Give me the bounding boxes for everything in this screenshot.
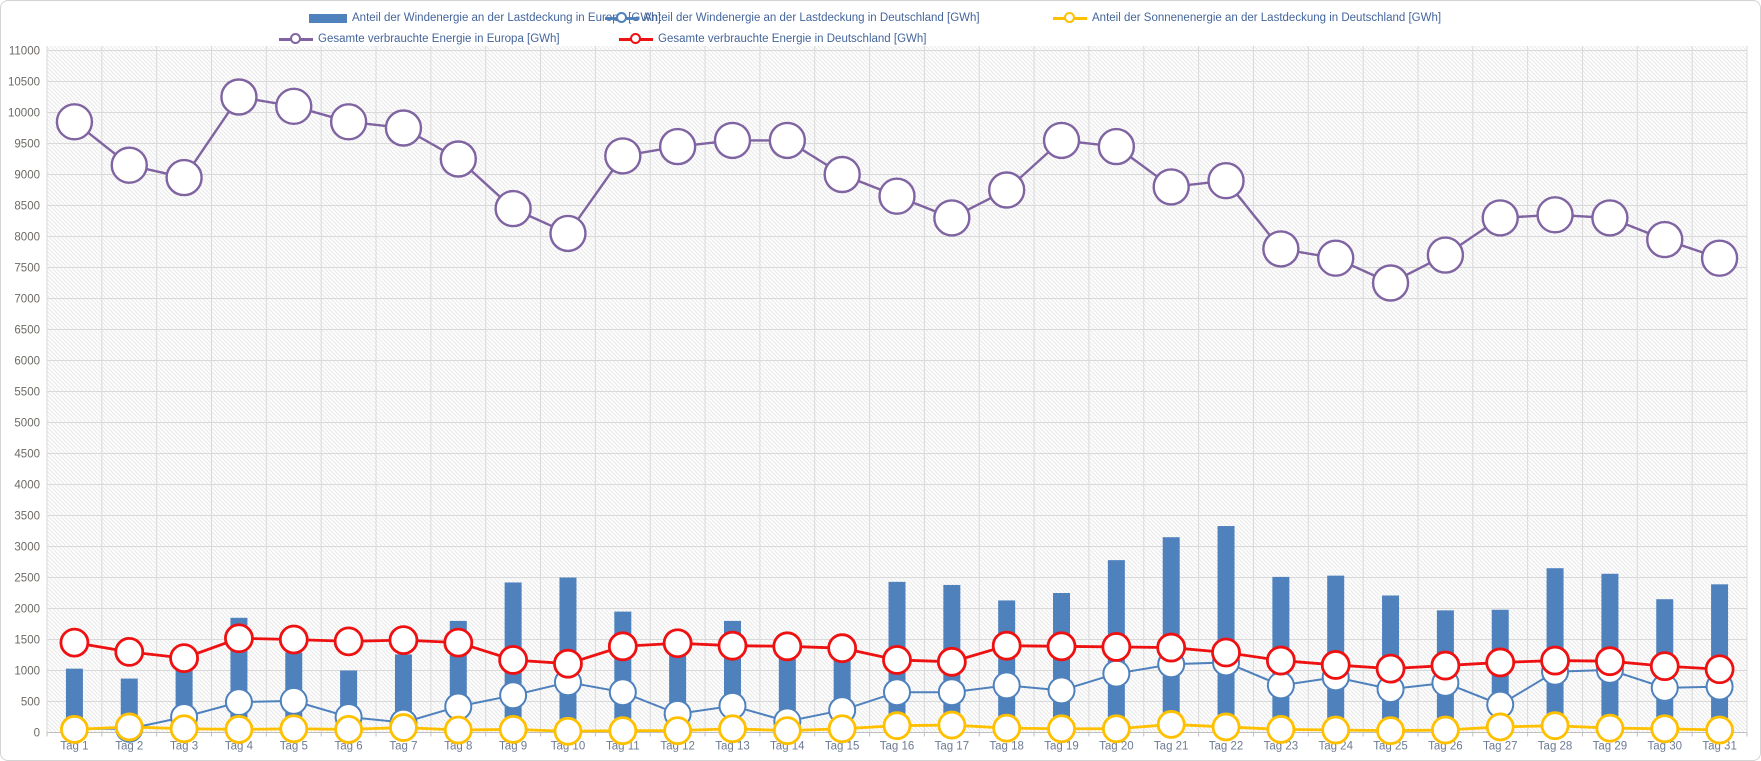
- legend-item-sonne-deutschland[interactable]: Anteil der Sonnenenergie an der Lastdeck…: [1053, 12, 1441, 24]
- svg-text:Tag 23: Tag 23: [1264, 741, 1299, 753]
- svg-text:Tag 19: Tag 19: [1044, 741, 1079, 753]
- svg-text:Tag 2: Tag 2: [115, 741, 143, 753]
- svg-text:1500: 1500: [14, 635, 40, 647]
- svg-text:5500: 5500: [14, 387, 40, 399]
- svg-text:Tag 3: Tag 3: [170, 741, 198, 753]
- svg-text:Tag 20: Tag 20: [1099, 741, 1134, 753]
- legend-label: Anteil der Windenergie an der Lastdeckun…: [352, 12, 661, 24]
- svg-text:Tag 28: Tag 28: [1538, 741, 1573, 753]
- svg-text:Tag 7: Tag 7: [389, 741, 417, 753]
- svg-text:2000: 2000: [14, 604, 40, 616]
- svg-text:10500: 10500: [8, 77, 40, 89]
- svg-text:Tag 17: Tag 17: [935, 741, 970, 753]
- svg-text:Tag 10: Tag 10: [551, 741, 586, 753]
- svg-text:Tag 6: Tag 6: [335, 741, 363, 753]
- svg-text:1000: 1000: [14, 666, 40, 678]
- legend-label: Anteil der Windenergie an der Lastdeckun…: [644, 12, 980, 24]
- svg-text:Tag 18: Tag 18: [989, 741, 1024, 753]
- svg-text:7000: 7000: [14, 294, 40, 306]
- svg-text:Tag 22: Tag 22: [1209, 741, 1244, 753]
- svg-text:Tag 4: Tag 4: [225, 741, 254, 753]
- legend-line-marker-icon: [279, 33, 313, 45]
- svg-text:8500: 8500: [14, 201, 40, 213]
- svg-text:Tag 9: Tag 9: [499, 741, 527, 753]
- svg-text:Tag 1: Tag 1: [60, 741, 88, 753]
- svg-text:Tag 16: Tag 16: [880, 741, 915, 753]
- legend-line-marker-icon: [619, 33, 653, 45]
- svg-text:6500: 6500: [14, 325, 40, 337]
- legend-item-gesamt-europa[interactable]: Gesamte verbrauchte Energie in Europa [G…: [279, 33, 560, 45]
- svg-text:Tag 29: Tag 29: [1593, 741, 1628, 753]
- legend-label: Gesamte verbrauchte Energie in Europa [G…: [318, 33, 560, 45]
- svg-text:Tag 25: Tag 25: [1373, 741, 1408, 753]
- svg-text:7500: 7500: [14, 263, 40, 275]
- svg-text:0: 0: [34, 728, 40, 740]
- svg-text:Tag 5: Tag 5: [280, 741, 308, 753]
- svg-text:3500: 3500: [14, 511, 40, 523]
- svg-text:11000: 11000: [9, 46, 40, 58]
- svg-text:Tag 26: Tag 26: [1428, 741, 1463, 753]
- svg-text:Tag 27: Tag 27: [1483, 741, 1518, 753]
- legend-label: Anteil der Sonnenenergie an der Lastdeck…: [1092, 12, 1442, 24]
- svg-text:3000: 3000: [14, 542, 40, 554]
- svg-text:6000: 6000: [14, 356, 40, 368]
- legend-label: Gesamte verbrauchte Energie in Deutschla…: [658, 33, 927, 45]
- legend-line-marker-icon: [1053, 12, 1087, 24]
- svg-text:Tag 21: Tag 21: [1154, 741, 1189, 753]
- svg-text:Tag 24: Tag 24: [1318, 741, 1353, 753]
- legend-item-gesamt-deutschland[interactable]: Gesamte verbrauchte Energie in Deutschla…: [619, 33, 926, 45]
- svg-text:5000: 5000: [14, 418, 40, 430]
- svg-text:Tag 31: Tag 31: [1702, 741, 1737, 753]
- legend: Anteil der Windenergie an der Lastdeckun…: [1, 1, 1760, 51]
- legend-item-wind-deutschland[interactable]: Anteil der Windenergie an der Lastdeckun…: [605, 12, 980, 24]
- svg-text:8000: 8000: [14, 232, 40, 244]
- svg-text:9500: 9500: [14, 139, 40, 151]
- svg-text:500: 500: [21, 697, 40, 709]
- legend-bar-swatch-icon: [309, 13, 347, 23]
- legend-line-marker-icon: [605, 12, 639, 24]
- svg-text:4000: 4000: [14, 480, 40, 492]
- svg-text:2500: 2500: [14, 573, 40, 585]
- svg-text:Tag 30: Tag 30: [1647, 741, 1682, 753]
- svg-text:9000: 9000: [14, 170, 40, 182]
- svg-text:10000: 10000: [8, 108, 40, 120]
- svg-text:Tag 13: Tag 13: [715, 741, 750, 753]
- svg-text:Tag 15: Tag 15: [825, 741, 860, 753]
- svg-text:Tag 8: Tag 8: [444, 741, 472, 753]
- svg-text:4500: 4500: [14, 449, 40, 461]
- svg-text:Tag 14: Tag 14: [770, 741, 805, 753]
- legend-item-wind-europa[interactable]: Anteil der Windenergie an der Lastdeckun…: [309, 12, 661, 24]
- svg-text:Tag 11: Tag 11: [606, 741, 640, 753]
- svg-text:Tag 12: Tag 12: [660, 741, 695, 753]
